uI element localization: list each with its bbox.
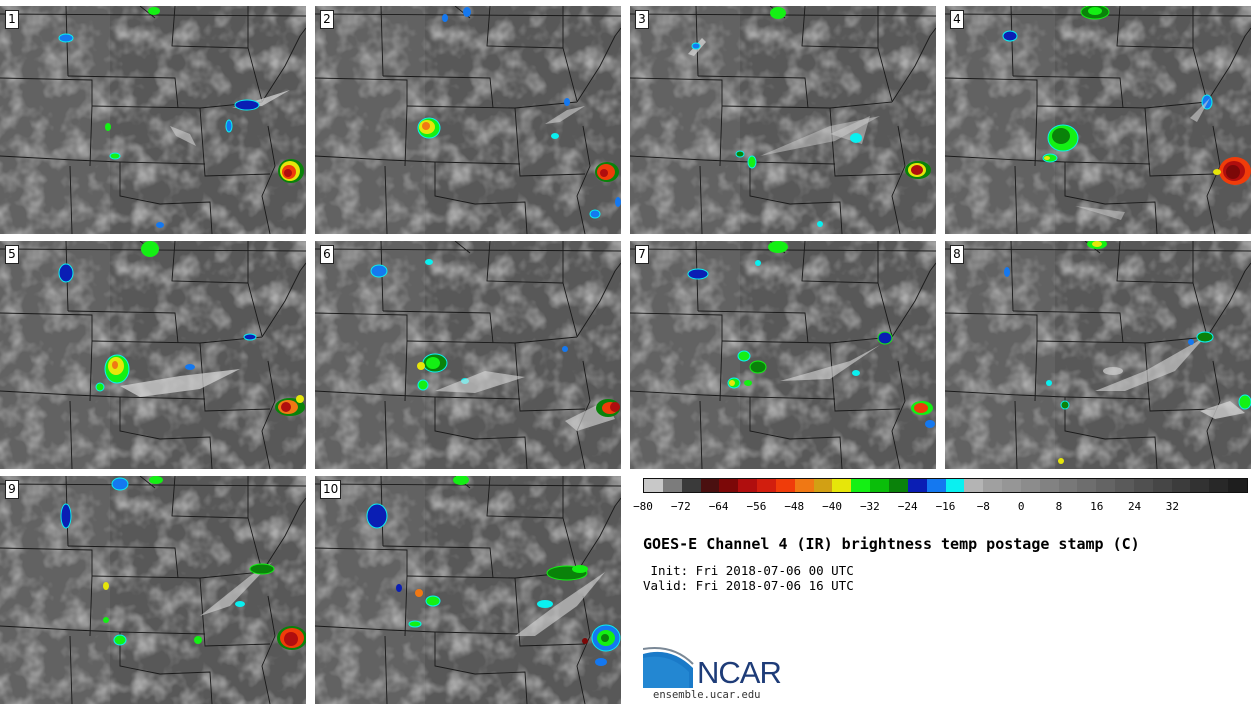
storm-cells [366,476,621,666]
ensemble-member-panel-9: 9 [0,476,306,704]
colorbar-tick-label: −24 [897,500,918,513]
colorbar-tick-label: −48 [784,500,805,513]
colorbar-swatch [644,479,663,492]
storm-cells [370,259,620,431]
colorbar-swatch [1190,479,1210,492]
colorbar-swatch [775,479,795,492]
colorbar-tick-label: −64 [708,500,729,513]
panel-number-label: 2 [320,10,334,29]
colorbar-tick-label: −80 [633,500,653,513]
temperature-colorbar [643,478,1248,493]
colorbar-swatch [1002,479,1021,492]
ensemble-member-panel-10: 10 [315,476,621,704]
storm-cells [417,7,621,219]
colorbar-swatch [662,479,682,492]
satellite-map [0,476,306,704]
storm-cells [58,241,305,416]
colorbar-swatch [700,479,720,492]
panel-number-label: 7 [635,245,649,264]
panel-number-label: 10 [320,480,342,499]
panel-number-label: 3 [635,10,649,29]
colorbar-swatch [888,479,908,492]
colorbar-swatch [1133,479,1153,492]
ncar-logo-text: NCAR [697,655,782,690]
colorbar-swatch [794,479,814,492]
colorbar-tick-label: −40 [822,500,842,513]
colorbar-swatch [1058,479,1078,492]
colorbar-swatch [719,479,739,492]
colorbar-swatch [832,479,852,492]
colorbar-tick-label: −16 [935,500,956,513]
colorbar-swatch [1096,479,1116,492]
colorbar-swatch [1077,479,1097,492]
ensemble-member-panel-4: 4 [945,6,1251,234]
satellite-map [315,476,621,704]
colorbar-swatch [1171,479,1191,492]
storm-cells [688,7,931,227]
ensemble-member-panel-2: 2 [315,6,621,234]
colorbar-swatch [813,479,833,492]
ensemble-member-panel-5: 5 [0,241,306,469]
ensemble-member-panel-6: 6 [315,241,621,469]
panel-number-label: 4 [950,10,964,29]
colorbar-swatch [1115,479,1134,492]
ensemble-member-panel-3: 3 [630,6,936,234]
colorbar-swatch [1228,479,1247,492]
satellite-map [630,6,936,234]
valid-time: Valid: Fri 2018-07-06 16 UTC [643,578,854,593]
colorbar-swatch [738,479,758,492]
colorbar-swatch [870,479,889,492]
panel-number-label: 1 [5,10,19,29]
satellite-map [945,241,1251,469]
init-time: Init: Fri 2018-07-06 00 UTC [643,563,854,578]
colorbar-tick-label: −56 [746,500,767,513]
satellite-map [315,241,621,469]
storm-cells [687,241,935,428]
colorbar-swatch [1039,479,1059,492]
panel-number-label: 8 [950,245,964,264]
satellite-map [315,6,621,234]
colorbar-swatch [851,479,871,492]
panel-number-label: 9 [5,480,19,499]
website-url: ensemble.ucar.edu [653,689,761,701]
storm-cells [1004,241,1251,464]
satellite-map [630,241,936,469]
colorbar-swatch [1152,479,1172,492]
satellite-map [945,6,1251,234]
storm-cells [1002,6,1251,220]
colorbar-swatch [926,479,946,492]
colorbar-swatch [945,479,965,492]
colorbar-swatch [1020,479,1040,492]
panel-number-label: 5 [5,245,19,264]
colorbar-tick-label: 8 [1055,500,1063,513]
plot-title: GOES-E Channel 4 (IR) brightness temp po… [643,535,1140,553]
colorbar-swatch [964,479,984,492]
colorbar-tick-label: 16 [1090,500,1104,513]
colorbar-tick-label: 24 [1127,500,1142,513]
colorbar-tick-label: 0 [1017,500,1025,513]
ensemble-member-panel-1: 1 [0,6,306,234]
storm-cells [58,7,304,228]
ensemble-member-panel-7: 7 [630,241,936,469]
storm-cells [60,476,306,650]
colorbar-swatch [681,479,701,492]
colorbar-swatch [1209,479,1229,492]
colorbar-tick-label: 32 [1165,500,1179,513]
ensemble-member-panel-8: 8 [945,241,1251,469]
panel-number-label: 6 [320,245,334,264]
ncar-logo-icon [643,647,694,688]
colorbar-swatch [757,479,776,492]
colorbar-tick-label: −8 [976,500,990,513]
colorbar-tick-label: −32 [859,500,880,513]
colorbar-swatch [983,479,1003,492]
satellite-map [0,241,306,469]
colorbar-tick-label: −72 [670,500,691,513]
colorbar-swatch [907,479,927,492]
satellite-map [0,6,306,234]
